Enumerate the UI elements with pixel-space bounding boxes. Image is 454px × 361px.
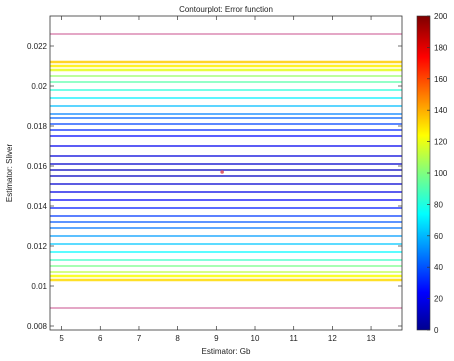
x-axis-ticks: 5 6 7 8 9 10 11 12 13 [59, 16, 376, 343]
y-axis-ticks: 0.008 0.01 0.012 0.014 0.016 0.018 0.02 0.022 [27, 42, 402, 331]
colorbar-tick-label: 20 [434, 295, 443, 304]
colorbar-tick-label: 140 [434, 106, 448, 115]
x-tick-label: 5 [59, 334, 64, 343]
y-tick-label: 0.016 [27, 162, 48, 171]
colorbar-tick-label: 120 [434, 138, 448, 147]
y-tick-label: 0.018 [27, 122, 48, 131]
x-axis-label: Estimator: Gb [202, 347, 251, 356]
x-tick-label: 7 [137, 334, 142, 343]
colorbar-tick-label: 200 [434, 12, 448, 21]
colorbar-tick-label: 80 [434, 200, 443, 209]
x-tick-label: 8 [175, 334, 180, 343]
y-tick-label: 0.01 [31, 282, 47, 291]
x-tick-label: 13 [367, 334, 376, 343]
y-tick-label: 0.008 [27, 322, 48, 331]
colorbar-tick-label: 40 [434, 263, 443, 272]
colorbar-ticks: 0 20 40 60 80 100 120 140 160 180 200 [427, 12, 448, 335]
x-tick-label: 9 [214, 334, 219, 343]
x-tick-label: 10 [251, 334, 260, 343]
plot-frame [49, 15, 403, 331]
colorbar-tick-label: 0 [434, 326, 439, 335]
plot-area [50, 16, 402, 330]
contour-lines [50, 33, 402, 309]
x-tick-label: 12 [328, 334, 337, 343]
y-tick-label: 0.014 [27, 202, 48, 211]
chart-title: Contourplot: Error function [179, 5, 273, 14]
colorbar-tick-label: 160 [434, 75, 448, 84]
y-tick-label: 0.022 [27, 42, 48, 51]
y-tick-label: 0.012 [27, 242, 48, 251]
y-axis-label: Estimator: Sliver [5, 144, 14, 203]
colorbar-tick-label: 180 [434, 43, 448, 52]
x-tick-label: 11 [290, 334, 299, 343]
minimum-marker [220, 170, 224, 174]
x-tick-label: 6 [98, 334, 103, 343]
colorbar-tick-label: 60 [434, 232, 443, 241]
colorbar-tick-label: 100 [434, 169, 448, 178]
y-tick-label: 0.02 [31, 82, 47, 91]
